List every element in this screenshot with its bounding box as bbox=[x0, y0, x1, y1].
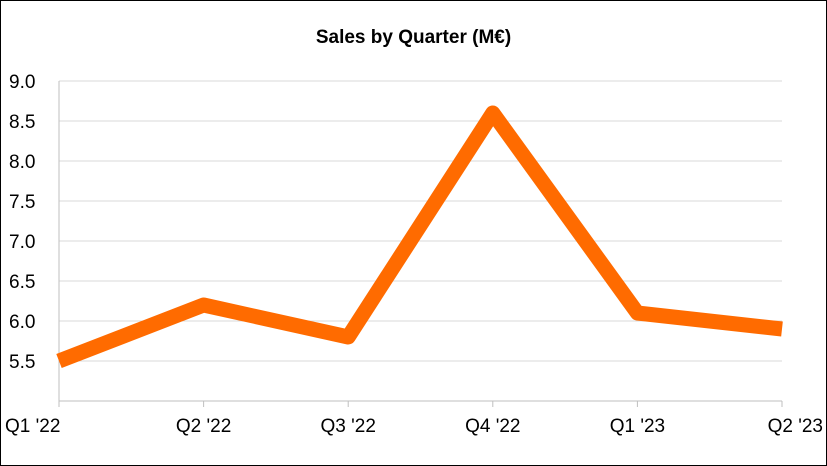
y-tick-label: 8.5 bbox=[9, 112, 35, 133]
y-tick-label: 9.0 bbox=[9, 72, 35, 93]
x-tick-label: Q2 '23 bbox=[768, 416, 823, 437]
y-tick-label: 7.5 bbox=[9, 192, 35, 213]
x-tick-label: Q1 '22 bbox=[5, 416, 60, 437]
y-tick-label: 6.0 bbox=[9, 312, 35, 333]
y-tick-label: 8.0 bbox=[9, 152, 35, 173]
x-tick-label: Q3 '22 bbox=[321, 416, 376, 437]
x-tick-label: Q1 '23 bbox=[610, 416, 665, 437]
y-tick-label: 6.5 bbox=[9, 272, 35, 293]
x-tick-label: Q4 '22 bbox=[465, 416, 520, 437]
y-tick-label: 7.0 bbox=[9, 232, 35, 253]
chart-title: Sales by Quarter (M€) bbox=[315, 27, 512, 48]
series-line bbox=[56, 105, 783, 368]
x-tick-label: Q2 '22 bbox=[176, 416, 231, 437]
y-tick-label: 5.5 bbox=[9, 352, 35, 373]
